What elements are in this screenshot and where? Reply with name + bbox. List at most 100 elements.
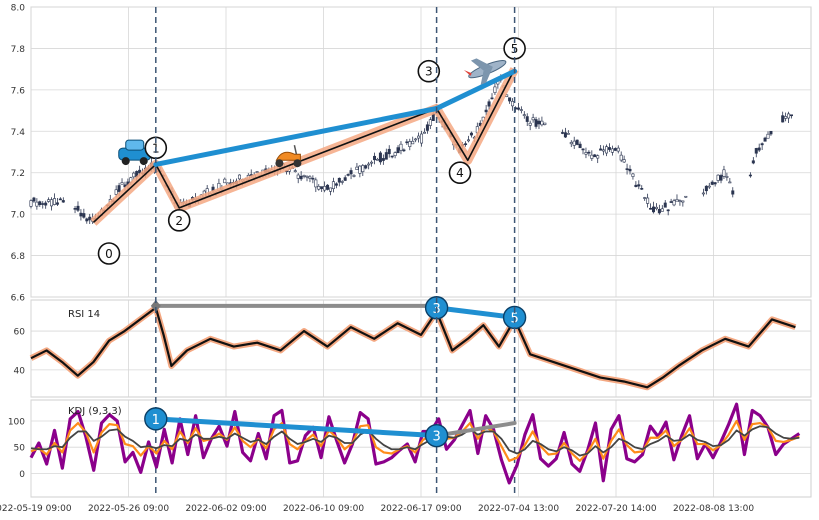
candle-body xyxy=(393,152,397,156)
candle-body xyxy=(590,154,594,159)
candle-body xyxy=(399,143,403,151)
price-y-tick-label: 7.8 xyxy=(11,45,26,55)
candle-body xyxy=(361,165,365,173)
candle-body xyxy=(634,184,638,187)
candle-body xyxy=(255,171,259,173)
candle-body xyxy=(525,116,529,122)
candle-body xyxy=(710,181,714,185)
wave-marker-label: 0 xyxy=(105,247,113,261)
candle-body xyxy=(622,159,626,163)
candle-body xyxy=(569,142,573,145)
scooter-handle xyxy=(293,145,298,155)
candle-body xyxy=(675,199,679,202)
candle-body xyxy=(305,175,309,178)
candle-body xyxy=(314,179,318,188)
candle-body xyxy=(605,146,609,154)
candle-body xyxy=(651,206,655,213)
candle-body xyxy=(784,116,788,119)
candle-body xyxy=(578,143,582,149)
candle-body xyxy=(302,175,306,177)
rsi-line xyxy=(30,306,796,389)
candle-body xyxy=(728,181,732,184)
candle-body xyxy=(326,184,330,190)
candle-body xyxy=(422,131,426,134)
candle-body xyxy=(464,143,468,145)
candle-body xyxy=(487,101,491,107)
candle-body xyxy=(751,160,755,164)
trend-line xyxy=(434,68,518,111)
candle-body xyxy=(337,177,341,183)
candle-body xyxy=(79,212,83,217)
candle-body xyxy=(637,184,641,187)
candle-body xyxy=(631,173,635,177)
wave-marker-circle xyxy=(417,59,441,83)
wave-marker-label: 3 xyxy=(425,65,433,79)
kdj-marker-label: 3 xyxy=(432,430,440,445)
candle-body xyxy=(417,135,421,139)
candle-body xyxy=(425,124,429,131)
wave-marker-circle xyxy=(167,209,191,232)
candle-body xyxy=(355,166,359,170)
candle-body xyxy=(223,178,227,184)
candle-body xyxy=(704,185,708,192)
rsi-y-tick-label: 60 xyxy=(14,328,26,338)
candle-body xyxy=(296,174,300,179)
rsi-y-tick-label: 40 xyxy=(14,366,26,376)
candle-body xyxy=(575,139,579,145)
candle-body xyxy=(44,202,48,206)
candle-body xyxy=(684,195,688,198)
price-y-tick-label: 7.2 xyxy=(11,169,25,179)
rsi-panel-label: RSI 14 xyxy=(68,309,100,320)
candle-body xyxy=(760,143,764,146)
car-wheel xyxy=(139,157,148,166)
candle-body xyxy=(396,147,400,154)
candle-body xyxy=(82,213,86,218)
candle-body xyxy=(420,133,424,144)
candle-body xyxy=(628,168,632,172)
candle-body xyxy=(540,120,544,126)
x-tick-label: 2022-05-19 09:00 xyxy=(0,504,72,514)
candle-body xyxy=(511,101,515,107)
candle-body xyxy=(789,114,793,117)
candle-body xyxy=(408,141,412,147)
candle-body xyxy=(50,199,54,207)
candle-body xyxy=(370,161,374,164)
candle-body xyxy=(411,140,415,145)
candle-body xyxy=(610,148,614,153)
candle-body xyxy=(649,207,653,210)
candle-body xyxy=(602,149,606,152)
kdj-line-k xyxy=(30,425,800,457)
candle-body xyxy=(311,177,315,180)
candle-body xyxy=(329,187,333,192)
candle-body xyxy=(757,147,761,151)
candle-body xyxy=(323,186,327,191)
candle-body xyxy=(114,189,118,195)
price-panel: 6.66.87.07.27.47.67.88.0012345 xyxy=(11,4,812,304)
candle-body xyxy=(707,185,711,188)
candle-body xyxy=(467,139,471,142)
candle-body xyxy=(531,117,535,121)
candle-body xyxy=(320,186,324,189)
candle-body xyxy=(787,113,791,119)
candle-body xyxy=(493,86,497,93)
rsi-star-marker xyxy=(150,299,161,312)
candle-body xyxy=(516,107,520,110)
candle-body xyxy=(528,122,532,126)
candle-body xyxy=(584,152,588,155)
kdj-gray-trend-line xyxy=(434,421,517,438)
wave-marker-circle xyxy=(97,242,121,265)
car-cabin xyxy=(125,139,145,151)
price-y-tick-label: 8.0 xyxy=(11,4,26,14)
candle-body xyxy=(402,149,406,152)
candle-body xyxy=(566,133,570,135)
candle-body xyxy=(293,170,297,172)
candle-body xyxy=(38,201,42,205)
candle-body xyxy=(769,130,773,135)
candle-body xyxy=(73,208,77,210)
candle-body xyxy=(367,163,371,166)
candle-body xyxy=(340,181,344,183)
candle-body xyxy=(375,159,379,161)
candle-body xyxy=(334,183,338,186)
kdj-marker-circle xyxy=(144,407,168,431)
candle-body xyxy=(678,200,682,202)
